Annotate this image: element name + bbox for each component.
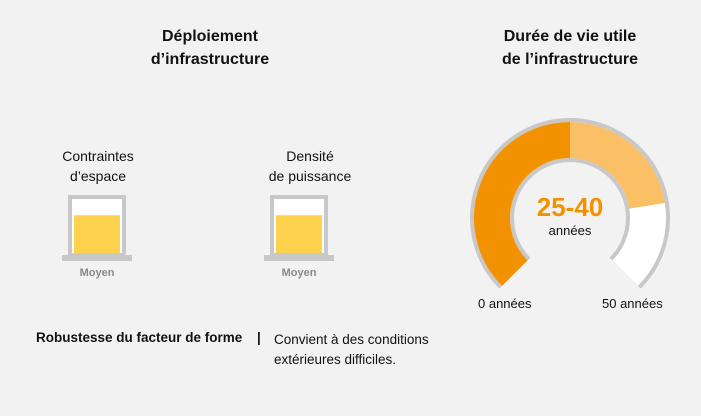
dial-lower-segment [474, 122, 571, 286]
robustness-description: Convient à des conditions extérieures di… [274, 332, 429, 367]
bucket-gauge-icon [62, 195, 132, 261]
title-line-2: de l’infrastructure [501, 51, 639, 68]
lifetime-dial [470, 118, 670, 288]
power-density-label: Densité de puissance [240, 146, 380, 186]
lifetime-range-value: 25-40 [536, 192, 604, 222]
level-label: Moyen [281, 267, 317, 279]
label-line-2: de puissance [268, 168, 352, 184]
dial-range-segment [569, 122, 665, 210]
gauge-base [264, 255, 334, 261]
label-line-1: Contraintes [62, 148, 134, 164]
gauge-fill [276, 215, 322, 253]
space-constraints-label: Contraintes d’espace [38, 146, 158, 186]
title-line-2: d’infrastructure [150, 51, 270, 68]
dial-min-label: 0 années [478, 296, 532, 311]
gauge-base [62, 255, 132, 261]
bucket-gauge-icon [264, 195, 334, 261]
gauge-fill [74, 215, 120, 253]
robustness-label: Robustesse du facteur de forme [36, 330, 243, 345]
space-constraints-gauge: Moyen [62, 195, 132, 279]
label-line-2: d’espace [69, 168, 127, 184]
separator: | [257, 330, 261, 345]
dial-max-label: 50 années [602, 296, 663, 311]
title-line-1: Déploiement [161, 28, 258, 45]
title-line-1: Durée de vie utile [503, 28, 637, 45]
label-line-1: Densité [286, 148, 334, 164]
level-label: Moyen [79, 267, 115, 279]
infrastructure-lifetime-title: Durée de vie utile de l’infrastructure [470, 25, 670, 71]
lifetime-range-unit: années [548, 223, 592, 238]
infrastructure-deployment-title: Déploiement d’infrastructure [100, 25, 320, 71]
power-density-gauge: Moyen [264, 195, 334, 279]
